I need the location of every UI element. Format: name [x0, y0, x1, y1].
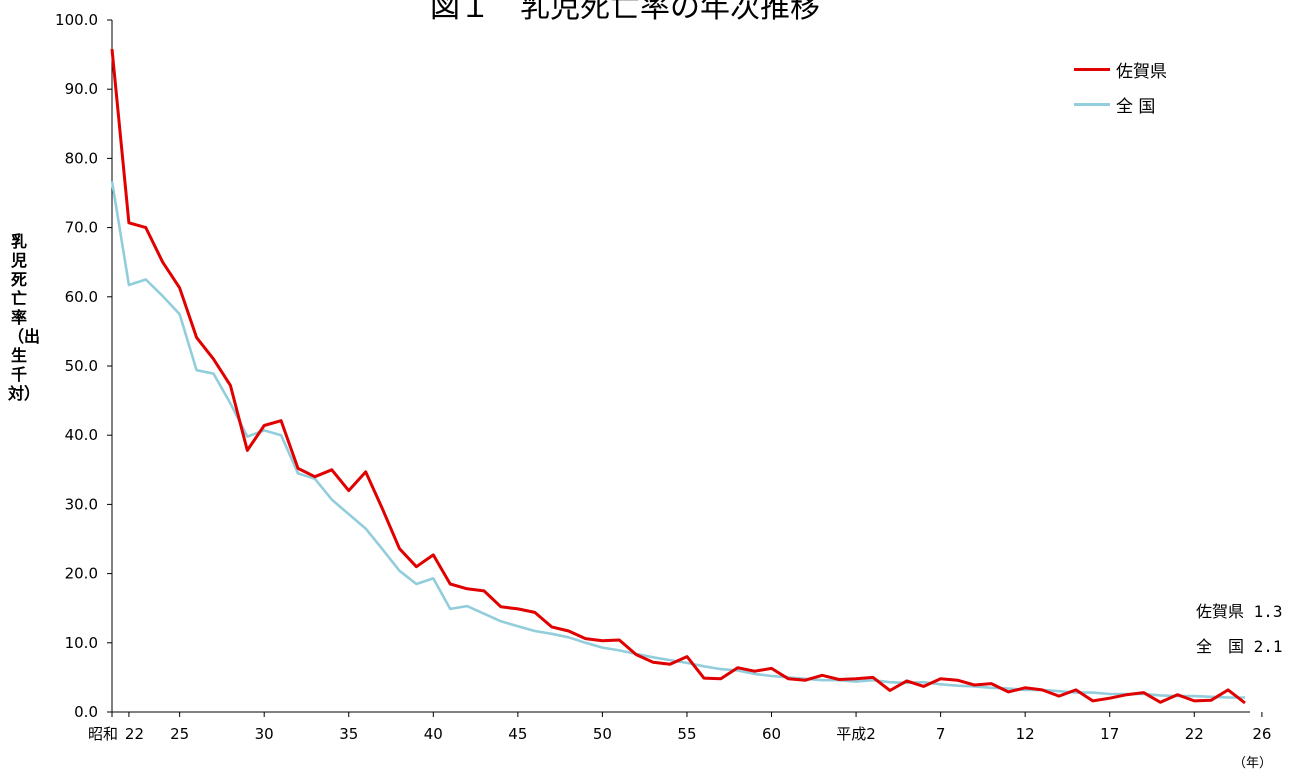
x-tick-label: 40	[424, 725, 443, 743]
final-value-national-name: 全 国	[1196, 637, 1245, 656]
x-tick-label: 7	[936, 725, 946, 743]
legend-swatch-national	[1074, 103, 1110, 106]
x-tick-label: 17	[1100, 725, 1119, 743]
y-tick-label: 20.0	[65, 565, 98, 583]
x-tick-label: 平成2	[836, 725, 876, 743]
y-tick-label: 40.0	[65, 426, 98, 444]
final-value-national: 全 国 2.1	[1196, 633, 1283, 657]
y-tick-label: 100.0	[55, 11, 98, 29]
series-line-saga	[110, 48, 1246, 705]
x-tick-label: 22	[1185, 725, 1204, 743]
legend-item-saga: 佐賀県	[1074, 52, 1167, 87]
legend-item-national: 全 国	[1074, 87, 1167, 122]
x-tick-label: 35	[339, 725, 358, 743]
final-value-saga-number: 1.3	[1253, 602, 1283, 621]
y-tick-label: 60.0	[65, 288, 98, 306]
y-tick-label: 50.0	[65, 357, 98, 375]
chart-title: 図１ 乳児死亡率の年次推移	[430, 0, 820, 25]
x-tick-label: 昭和	[88, 725, 118, 743]
x-tick-label: 55	[677, 725, 696, 743]
y-tick-label: 0.0	[74, 703, 98, 721]
legend-label-national: 全 国	[1116, 97, 1156, 117]
final-value-saga: 佐賀県 1.3	[1196, 598, 1283, 622]
x-tick-label: 45	[508, 725, 527, 743]
legend: 佐賀県 全 国	[1074, 52, 1167, 122]
x-tick-label: 26	[1252, 725, 1271, 743]
y-axis-label: 乳児死亡率（出生千対）	[8, 232, 41, 403]
y-tick-label: 30.0	[65, 495, 98, 513]
y-tick-label: 90.0	[65, 80, 98, 98]
y-tick-label: 80.0	[65, 149, 98, 167]
series-line-national	[110, 180, 1245, 699]
x-tick-label: 50	[593, 725, 612, 743]
x-tick-label: 12	[1016, 725, 1035, 743]
final-value-national-number: 2.1	[1253, 637, 1283, 656]
x-tick-label: 60	[762, 725, 781, 743]
final-value-saga-name: 佐賀県	[1196, 602, 1245, 621]
y-tick-label: 10.0	[65, 634, 98, 652]
legend-label-saga: 佐賀県	[1116, 62, 1167, 82]
x-tick-label: 30	[255, 725, 274, 743]
legend-swatch-saga	[1074, 68, 1110, 71]
x-tick-label: 25	[170, 725, 189, 743]
y-tick-label: 70.0	[65, 219, 98, 237]
x-axis-unit: （年）	[1233, 756, 1273, 771]
x-tick-label: 22	[125, 725, 144, 743]
